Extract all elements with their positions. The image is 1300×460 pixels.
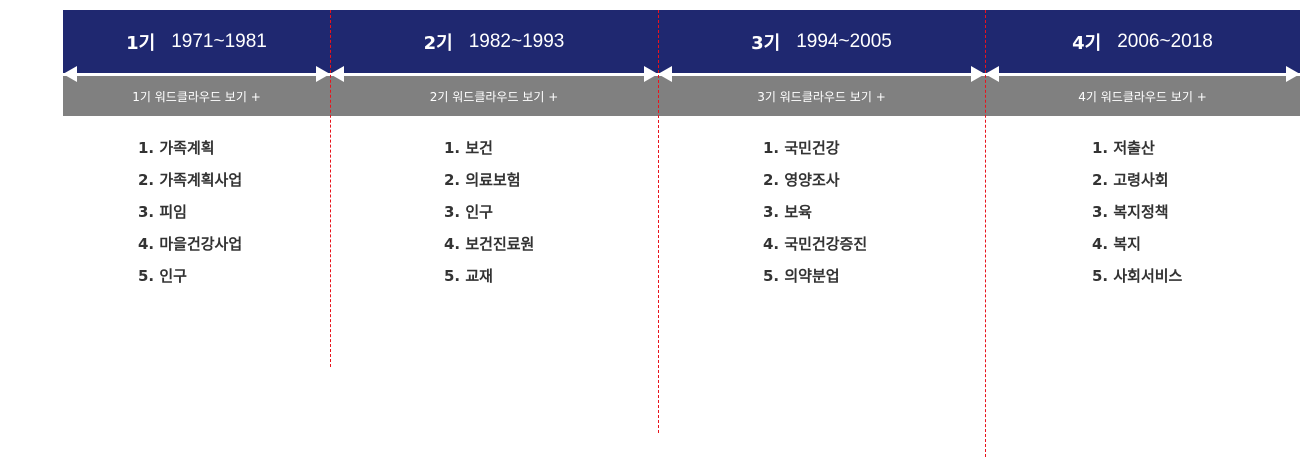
keyword-item: 4. 마을건강사업 xyxy=(138,235,243,253)
keyword-item: 5. 사회서비스 xyxy=(1092,267,1183,285)
timeline-line xyxy=(63,66,330,82)
arrow-right-icon xyxy=(971,66,985,82)
period-generation: 4기 xyxy=(1072,33,1102,54)
period-generation: 2기 xyxy=(423,33,453,54)
keyword-item: 2. 가족계획사업 xyxy=(138,171,243,189)
period-divider xyxy=(330,10,331,367)
wordcloud-button[interactable]: 3기 워드클라우드 보기 + xyxy=(658,76,985,116)
period-column: 4기 2006~2018 4기 워드클라우드 보기 + xyxy=(985,10,1300,116)
keyword-item: 2. 고령사회 xyxy=(1092,171,1169,189)
period-column: 3기 1994~2005 3기 워드클라우드 보기 + xyxy=(658,10,985,116)
keyword-item: 2. 영양조사 xyxy=(763,171,840,189)
period-column: 2기 1982~1993 2기 워드클라우드 보기 + xyxy=(330,10,658,116)
keyword-item: 1. 가족계획 xyxy=(138,139,215,157)
keyword-item: 1. 보건 xyxy=(444,139,493,157)
period-generation: 3기 xyxy=(751,33,781,54)
arrow-left-icon xyxy=(658,66,672,82)
keyword-item: 1. 국민건강 xyxy=(763,139,840,157)
arrow-right-icon xyxy=(644,66,658,82)
keyword-item: 5. 인구 xyxy=(138,267,187,285)
keyword-list: 1. 가족계획 2. 가족계획사업 3. 피임 4. 마을건강사업 5. 인구 xyxy=(138,138,242,298)
keyword-item: 3. 피임 xyxy=(138,203,187,221)
period-header: 3기 1994~2005 xyxy=(658,10,985,74)
timeline-line xyxy=(658,66,985,82)
arrow-left-icon xyxy=(63,66,77,82)
keyword-item: 4. 보건진료원 xyxy=(444,235,535,253)
arrow-right-icon xyxy=(1286,66,1300,82)
period-years: 1982~1993 xyxy=(468,31,565,52)
arrow-left-icon xyxy=(330,66,344,82)
keyword-list: 1. 저출산 2. 고령사회 3. 복지정책 4. 복지 5. 사회서비스 xyxy=(1092,138,1182,298)
period-years: 1994~2005 xyxy=(796,31,892,52)
keyword-item: 3. 인구 xyxy=(444,203,493,221)
wordcloud-button[interactable]: 1기 워드클라우드 보기 + xyxy=(63,76,330,116)
period-column: 1기 1971~1981 1기 워드클라우드 보기 + xyxy=(63,10,330,116)
wordcloud-button[interactable]: 2기 워드클라우드 보기 + xyxy=(330,76,658,116)
period-header: 2기 1982~1993 xyxy=(330,10,658,74)
keyword-item: 5. 교재 xyxy=(444,267,493,285)
arrow-right-icon xyxy=(316,66,330,82)
arrow-left-icon xyxy=(985,66,999,82)
keyword-item: 1. 저출산 xyxy=(1092,139,1155,157)
keyword-list: 1. 국민건강 2. 영양조사 3. 보육 4. 국민건강증진 5. 의약분업 xyxy=(763,138,867,298)
keyword-item: 3. 복지정책 xyxy=(1092,203,1169,221)
keyword-item: 2. 의료보험 xyxy=(444,171,521,189)
period-divider xyxy=(985,10,986,457)
keyword-item: 4. 복지 xyxy=(1092,235,1141,253)
period-years: 1971~1981 xyxy=(171,31,267,52)
wordcloud-button[interactable]: 4기 워드클라우드 보기 + xyxy=(985,76,1300,116)
keyword-item: 4. 국민건강증진 xyxy=(763,235,868,253)
period-header: 4기 2006~2018 xyxy=(985,10,1300,74)
period-header: 1기 1971~1981 xyxy=(63,10,330,74)
period-years: 2006~2018 xyxy=(1117,31,1213,52)
timeline-line xyxy=(985,66,1300,82)
keyword-item: 5. 의약분업 xyxy=(763,267,840,285)
keyword-item: 3. 보육 xyxy=(763,203,812,221)
keyword-list: 1. 보건 2. 의료보험 3. 인구 4. 보건진료원 5. 교재 xyxy=(444,138,534,298)
period-divider xyxy=(658,10,659,433)
timeline-line xyxy=(330,66,658,82)
period-generation: 1기 xyxy=(126,33,156,54)
